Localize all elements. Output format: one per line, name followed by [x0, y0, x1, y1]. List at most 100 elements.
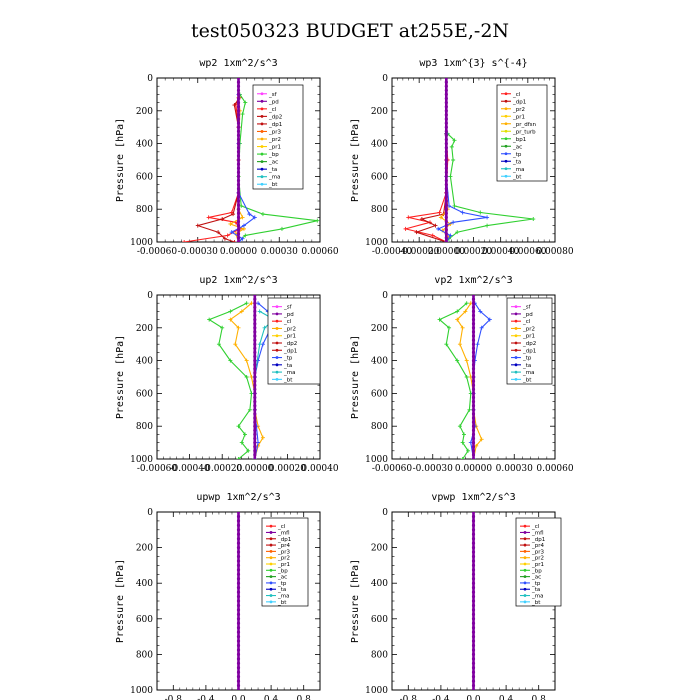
legend-marker	[514, 377, 518, 381]
series-point-bt	[236, 599, 241, 603]
x-tick-label: 0.00030	[496, 464, 533, 474]
series-point-tp	[478, 309, 483, 314]
series-point-bt	[471, 334, 476, 338]
legend-label: _pr4	[531, 543, 545, 549]
series-point-bt	[471, 635, 476, 639]
series-point-bt	[471, 350, 476, 354]
series-point-bt	[236, 146, 241, 150]
series-point-bt	[253, 391, 257, 395]
series-point-bt	[444, 92, 448, 96]
series-point-bt	[236, 519, 241, 523]
series-point-bt	[471, 297, 476, 301]
panel-vp2: vp2 1xm^2/s^3 Pressure [hPa] 0 200 400 600 800…	[350, 275, 574, 474]
legend-label: _bt	[283, 377, 293, 383]
x-tick-label: 0.00000	[220, 247, 257, 257]
y-tick-label: 800	[136, 650, 153, 660]
y-tick-label: 0	[147, 74, 153, 84]
series-point-cl	[403, 226, 408, 231]
series-point-pr1	[260, 435, 265, 440]
series-point-bt	[471, 612, 476, 616]
series-point-bt	[236, 581, 241, 585]
x-tick-label: 0.0	[466, 695, 481, 700]
series-point-bt	[253, 326, 257, 330]
series-point-bt	[253, 400, 257, 404]
legend: _sf_pd_cl_pr2 _pr1_dp2_dp1 _tp_ta_ma_bt	[267, 297, 321, 385]
legend-marker	[260, 182, 264, 186]
series-point-bt	[236, 78, 241, 80]
series-point-bt	[471, 412, 476, 416]
series-point-dp2	[447, 325, 452, 330]
series-point-dp2	[244, 301, 249, 306]
legend-marker	[514, 363, 518, 367]
legend-label: _tp	[522, 356, 532, 362]
y-tick-label: 1000	[365, 455, 388, 465]
legend-marker	[523, 537, 527, 541]
series-point-dp2	[232, 103, 237, 108]
legend-label: _bp	[277, 568, 288, 574]
series-point-bt	[444, 96, 448, 101]
series-point-bt	[236, 203, 241, 207]
series-point-bt	[471, 379, 476, 383]
series-point-bt	[471, 572, 476, 576]
series-point-pr1	[244, 358, 249, 363]
legend-label: _dp1	[531, 537, 545, 543]
legend-marker	[523, 575, 527, 579]
series-point-ma	[257, 342, 262, 347]
series-point-bt	[236, 142, 241, 146]
x-tick-label: 0.00080	[536, 247, 573, 257]
series-point-dp2	[461, 432, 466, 437]
legend-marker	[260, 167, 264, 171]
series-point-bt	[444, 101, 448, 105]
series-point-bt	[444, 133, 448, 137]
legend-marker	[269, 524, 273, 528]
series-point-ma	[262, 325, 267, 330]
series-point-bt	[236, 603, 241, 608]
series-point-bp	[315, 218, 320, 223]
series-point-dp2	[222, 236, 227, 241]
legend-marker	[269, 562, 273, 566]
legend-marker	[275, 319, 279, 323]
series-point-bt	[253, 354, 257, 359]
x-tick-label: -0.00030	[413, 464, 454, 474]
series-point-bt	[471, 338, 476, 342]
legend-label: _pr_dfsn	[512, 122, 537, 128]
series-point-bt	[444, 236, 448, 240]
series-point-bt	[236, 626, 241, 630]
series-point-bt	[471, 621, 476, 625]
series-point-dp2	[232, 240, 237, 242]
legend-marker	[269, 549, 273, 553]
series-point-dp1	[414, 230, 419, 235]
legend-marker	[260, 122, 264, 126]
series-point-bt	[444, 109, 448, 113]
series-point-bt	[236, 639, 241, 643]
series-point-bt	[471, 453, 476, 457]
series-point-bp	[239, 203, 244, 208]
series-point-bt	[253, 342, 257, 346]
legend-label: _pd	[522, 312, 533, 318]
legend-marker	[269, 600, 273, 604]
series-point-dp1	[433, 223, 438, 228]
series-point-bt	[236, 612, 241, 616]
series-point-dp2	[195, 223, 200, 228]
legend-marker	[269, 531, 273, 534]
series-point-bt	[444, 113, 448, 117]
y-tick-label: 400	[371, 579, 388, 589]
series-point-bt	[236, 113, 241, 117]
x-tick-label: 0.00020	[455, 247, 492, 257]
series-line-cl	[405, 133, 449, 242]
series-point-dp2	[220, 217, 225, 222]
legend-label: _ma	[531, 594, 543, 600]
series-point-bt	[444, 105, 448, 109]
panel-title: wp3 1xm^{3} s^{-4}	[419, 58, 527, 69]
series-point-bt	[253, 338, 257, 342]
series-point-bt	[471, 670, 476, 674]
x-tick-label: -0.00030	[178, 247, 219, 257]
series-point-bt	[253, 309, 257, 313]
legend-label: _tp	[277, 581, 287, 587]
legend-label: _ma	[268, 175, 280, 181]
series-point-bt	[471, 445, 476, 449]
series-point-bt	[253, 445, 257, 449]
series-point-bp1	[449, 144, 454, 149]
series-point-bt	[253, 363, 257, 367]
series-point-bt	[236, 523, 241, 527]
